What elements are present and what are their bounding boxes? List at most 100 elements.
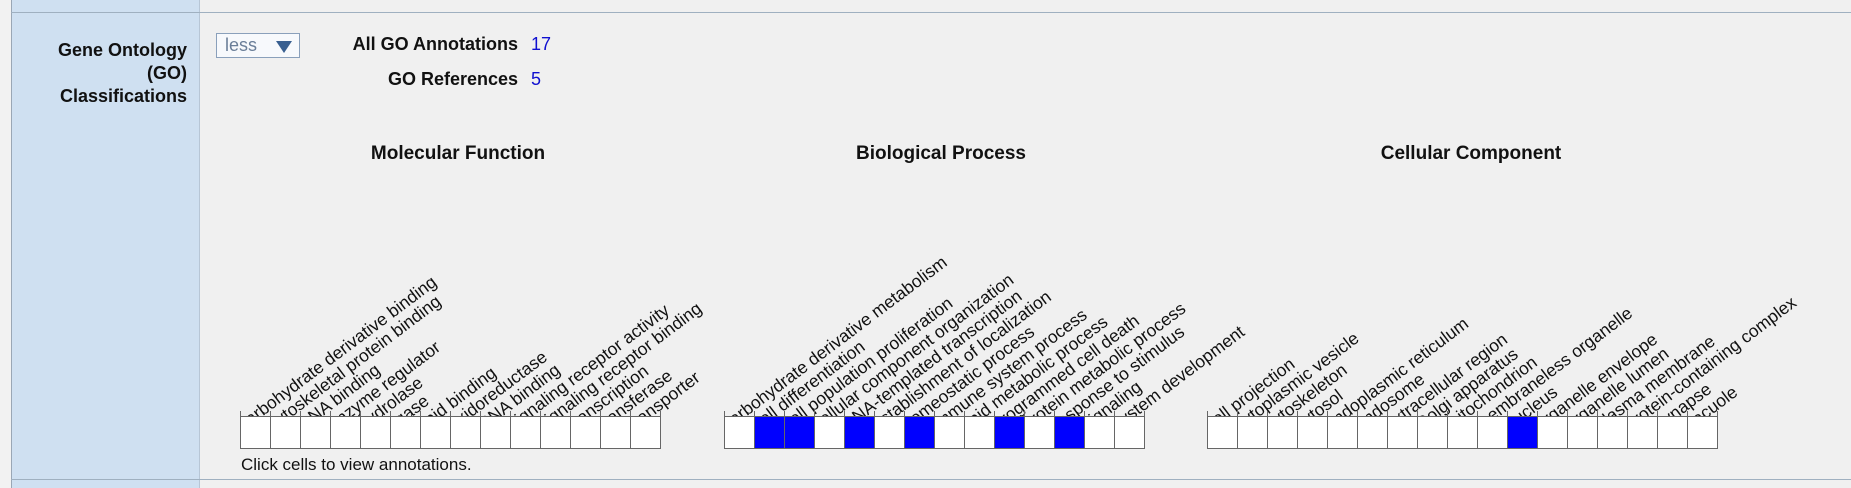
go-annotation-cell[interactable] bbox=[1658, 416, 1688, 449]
go-annotation-cell[interactable] bbox=[785, 416, 815, 449]
grid-tick bbox=[1478, 411, 1508, 417]
grid-tick bbox=[725, 411, 755, 417]
go-annotation-cell[interactable] bbox=[421, 416, 451, 449]
go-annotation-cell[interactable] bbox=[451, 416, 481, 449]
go-panel bbox=[11, 0, 1851, 488]
grid-tick bbox=[511, 411, 541, 417]
go-references-link[interactable]: 5 bbox=[531, 69, 542, 89]
go-annotation-cell[interactable] bbox=[361, 416, 391, 449]
go-annotation-cell[interactable] bbox=[601, 416, 631, 449]
go-annotation-cell[interactable] bbox=[1688, 416, 1718, 449]
grid-tick bbox=[1508, 411, 1538, 417]
cellular-component-title: Cellular Component bbox=[1380, 143, 1562, 164]
go-annotation-cell[interactable] bbox=[1568, 416, 1598, 449]
go-annotation-cell[interactable] bbox=[1628, 416, 1658, 449]
grid-tick bbox=[601, 411, 631, 417]
go-annotation-cell[interactable] bbox=[845, 416, 875, 449]
grid-tick bbox=[1538, 411, 1568, 417]
go-annotation-cell[interactable] bbox=[571, 416, 601, 449]
go-annotation-cell[interactable] bbox=[965, 416, 995, 449]
go-annotation-cell[interactable] bbox=[1238, 416, 1268, 449]
grid-tick bbox=[875, 411, 905, 417]
go-annotation-cell[interactable] bbox=[1388, 416, 1418, 449]
section-label-line3: Classifications bbox=[59, 86, 187, 106]
bottom-divider bbox=[11, 479, 1851, 480]
go-annotation-cell[interactable] bbox=[875, 416, 905, 449]
go-annotation-cell[interactable] bbox=[271, 416, 301, 449]
go-annotation-cell[interactable] bbox=[1478, 416, 1508, 449]
dropdown-arrow-icon[interactable] bbox=[276, 41, 292, 53]
all-annotations-link[interactable]: 17 bbox=[531, 34, 552, 54]
go-annotation-cell[interactable] bbox=[1448, 416, 1478, 449]
go-annotation-cell[interactable] bbox=[1298, 416, 1328, 449]
go-annotation-cell[interactable] bbox=[725, 416, 755, 449]
go-annotation-cell[interactable] bbox=[391, 416, 421, 449]
grid-tick bbox=[541, 411, 571, 417]
grid-tick bbox=[301, 411, 331, 417]
less-more-select[interactable]: less bbox=[216, 33, 300, 58]
grid-tick bbox=[571, 411, 601, 417]
grid-tick bbox=[1628, 411, 1658, 417]
grid-tick bbox=[965, 411, 995, 417]
go-annotation-cell[interactable] bbox=[1085, 416, 1115, 449]
grid-tick bbox=[905, 411, 935, 417]
grid-tick bbox=[241, 411, 271, 417]
go-annotation-cell[interactable] bbox=[241, 416, 271, 449]
go-annotation-cell[interactable] bbox=[1598, 416, 1628, 449]
section-label-line2: (GO) bbox=[147, 63, 187, 83]
grid-tick bbox=[785, 411, 815, 417]
go-annotation-cell[interactable] bbox=[1208, 416, 1238, 449]
go-annotation-cell[interactable] bbox=[541, 416, 571, 449]
grid-tick bbox=[1688, 411, 1718, 417]
go-annotation-cell[interactable] bbox=[755, 416, 785, 449]
cellular-component-grid bbox=[1207, 416, 1718, 449]
all-annotations-label: All GO Annotations bbox=[352, 34, 518, 54]
grid-tick bbox=[1115, 411, 1145, 417]
go-annotation-cell[interactable] bbox=[815, 416, 845, 449]
go-annotation-cell[interactable] bbox=[1328, 416, 1358, 449]
go-annotation-cell[interactable] bbox=[1115, 416, 1145, 449]
go-annotation-cell[interactable] bbox=[481, 416, 511, 449]
grid-tick bbox=[995, 411, 1025, 417]
molecular-function-title: Molecular Function bbox=[370, 143, 546, 164]
go-annotation-cell[interactable] bbox=[331, 416, 361, 449]
grid-tick bbox=[451, 411, 481, 417]
go-annotation-cell[interactable] bbox=[1418, 416, 1448, 449]
grid-tick bbox=[1328, 411, 1358, 417]
go-annotation-cell[interactable] bbox=[1055, 416, 1085, 449]
go-annotation-cell[interactable] bbox=[1508, 416, 1538, 449]
go-annotation-cell[interactable] bbox=[631, 416, 661, 449]
grid-tick bbox=[1208, 411, 1238, 417]
grid-tick bbox=[421, 411, 451, 417]
biological-process-ticks bbox=[724, 411, 1145, 417]
go-annotation-cell[interactable] bbox=[511, 416, 541, 449]
section-label-line1: Gene Ontology bbox=[57, 40, 187, 60]
grid-tick bbox=[1268, 411, 1298, 417]
grid-tick bbox=[1085, 411, 1115, 417]
label-column-top bbox=[12, 0, 200, 12]
go-references-label: GO References bbox=[387, 69, 518, 89]
grid-tick bbox=[1298, 411, 1328, 417]
go-annotation-cell[interactable] bbox=[1358, 416, 1388, 449]
grid-tick bbox=[331, 411, 361, 417]
molecular-function-ticks bbox=[240, 411, 661, 417]
go-annotation-cell[interactable] bbox=[1538, 416, 1568, 449]
grid-tick bbox=[815, 411, 845, 417]
grid-tick bbox=[271, 411, 301, 417]
grid-tick bbox=[1055, 411, 1085, 417]
go-annotation-cell[interactable] bbox=[995, 416, 1025, 449]
less-more-select-value: less bbox=[225, 35, 258, 55]
go-annotation-cell[interactable] bbox=[905, 416, 935, 449]
grid-tick bbox=[1658, 411, 1688, 417]
grid-tick bbox=[481, 411, 511, 417]
go-annotation-cell[interactable] bbox=[1268, 416, 1298, 449]
biological-process-grid bbox=[724, 416, 1145, 449]
go-annotation-cell[interactable] bbox=[935, 416, 965, 449]
grid-tick bbox=[755, 411, 785, 417]
grid-tick bbox=[1568, 411, 1598, 417]
go-annotation-cell[interactable] bbox=[301, 416, 331, 449]
grid-tick bbox=[1238, 411, 1268, 417]
go-annotation-cell[interactable] bbox=[1025, 416, 1055, 449]
grid-tick bbox=[1598, 411, 1628, 417]
grid-tick bbox=[1025, 411, 1055, 417]
